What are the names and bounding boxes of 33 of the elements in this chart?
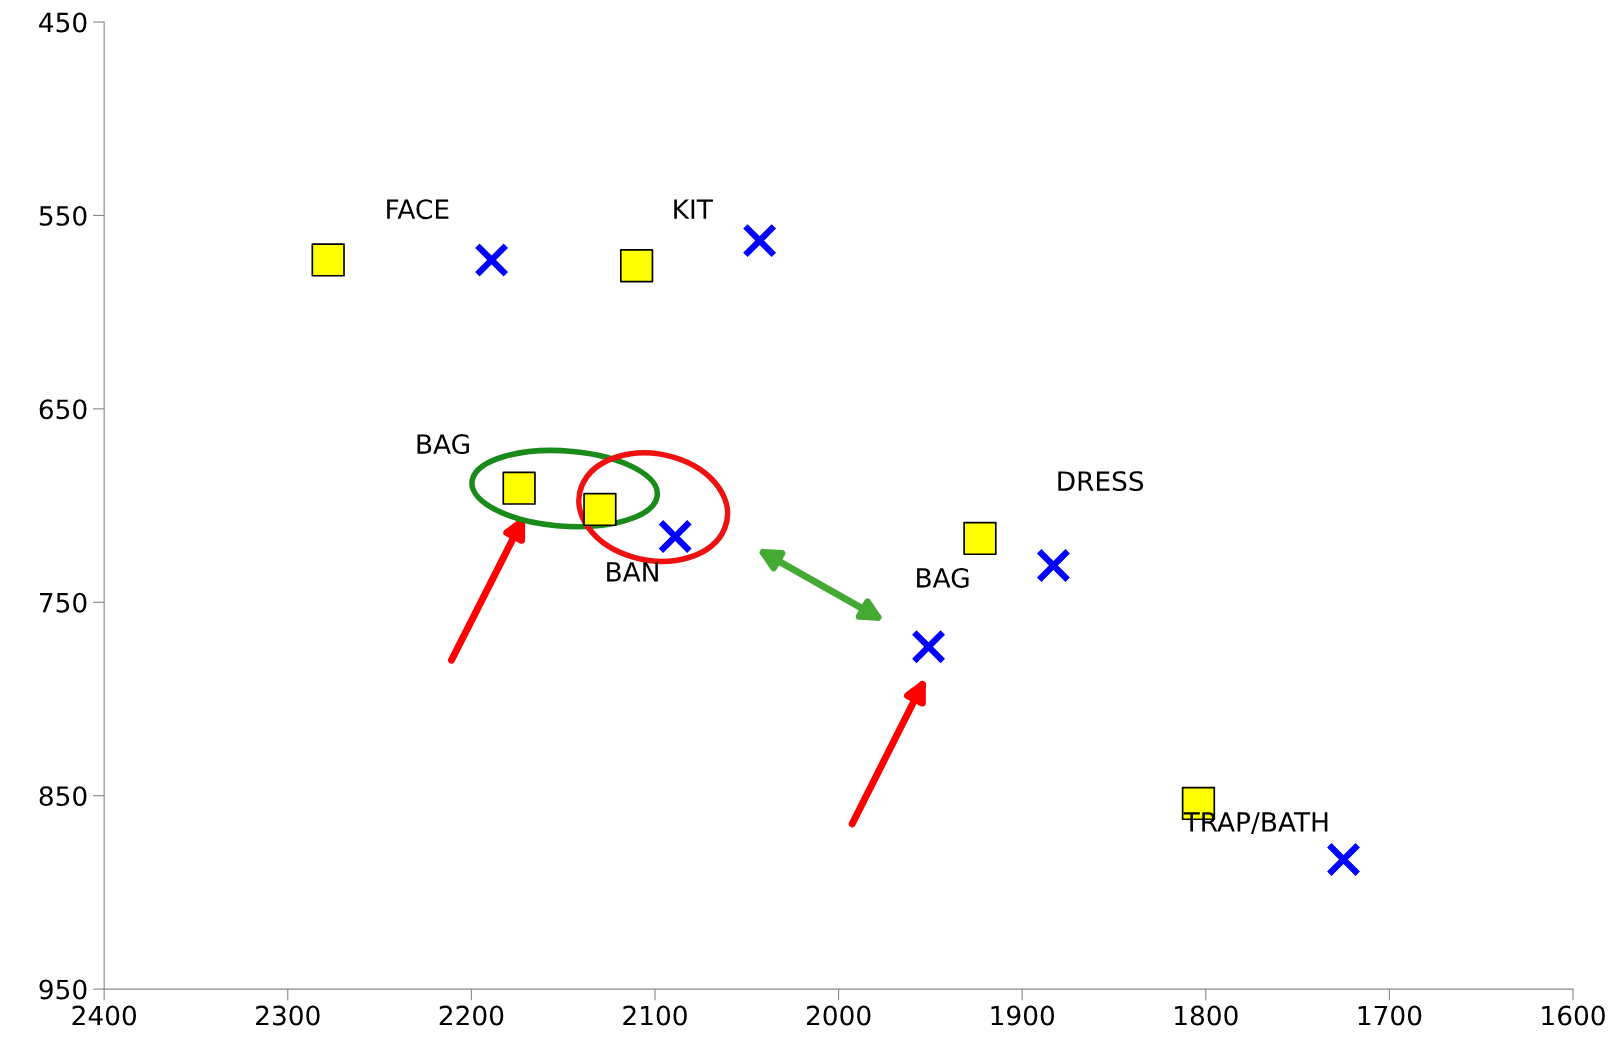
x-tick-label: 2400: [72, 1005, 136, 1026]
x-tick-label: 2000: [806, 1005, 871, 1026]
annotation: BAG: [917, 567, 969, 588]
point: [1036, 548, 1071, 583]
y-tick-label: 550: [39, 205, 87, 226]
annotation: KIT: [674, 199, 713, 219]
annotation: BAG: [417, 434, 469, 455]
x-tick-label: 2200: [439, 1005, 504, 1026]
annotation: DRESS: [1058, 471, 1144, 492]
y-tick-label: 450: [39, 12, 87, 33]
x-tick-label: 2100: [623, 1005, 687, 1026]
point: [619, 249, 654, 283]
y-tick-label: 850: [39, 786, 87, 807]
x-tick-label: 1800: [1175, 1005, 1238, 1026]
point: [474, 242, 509, 278]
x-tick-label: 1600: [1542, 1005, 1605, 1026]
x-tick-label: 1900: [991, 1005, 1055, 1026]
annotation: TRAP/BATH: [1183, 812, 1328, 835]
point: [657, 519, 693, 554]
annotation: FACE: [387, 199, 449, 220]
y-tick-label: 950: [39, 979, 87, 1000]
point: [963, 521, 997, 556]
point: [1326, 842, 1361, 877]
point: [502, 471, 536, 505]
x-tick-label: 1700: [1358, 1005, 1422, 1026]
annotation: BAN: [607, 562, 658, 582]
x-tick-label: 2300: [256, 1005, 320, 1026]
y-tick-label: 750: [39, 592, 87, 613]
point: [583, 492, 617, 527]
y-tick-label: 650: [39, 399, 87, 420]
point: [911, 629, 946, 665]
point: [311, 243, 345, 277]
point: [742, 223, 777, 258]
